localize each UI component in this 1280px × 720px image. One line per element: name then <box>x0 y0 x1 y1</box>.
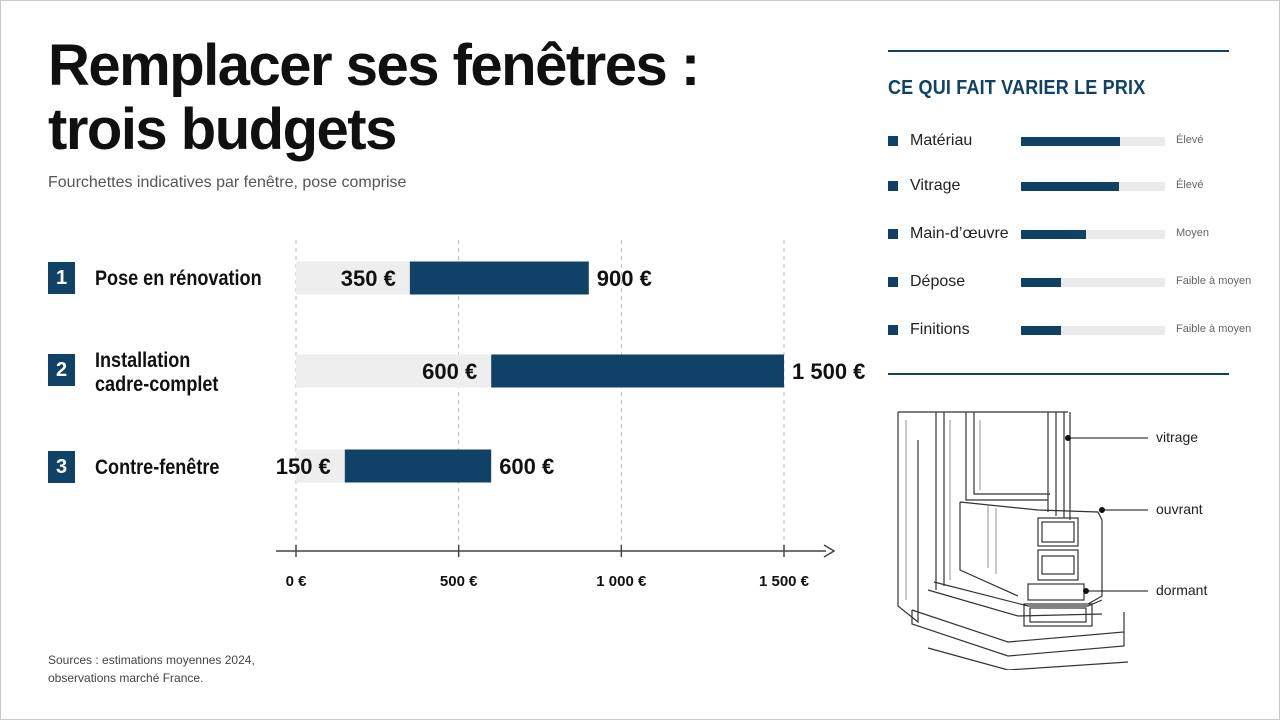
row-label-2: Installation cadre-complet <box>95 349 218 397</box>
factor-level: Faible à moyen <box>1176 323 1252 335</box>
factors-title: CE QUI FAIT VARIER LE PRIX <box>888 77 1146 99</box>
factor-depose: Dépose Faible à moyen <box>888 272 1258 292</box>
title-line-2: trois budgets <box>48 97 397 162</box>
row-label-3-line-1: Contre-fenêtre <box>95 456 220 479</box>
callout-ouvrant: ouvrant <box>1156 501 1203 517</box>
range-track-3 <box>296 449 345 483</box>
factor-bullet <box>888 325 898 335</box>
factor-track <box>1021 230 1165 239</box>
factor-level: Élevé <box>1176 179 1204 191</box>
row-label-1-line-1: Pose en rénovation <box>95 267 262 290</box>
factor-fill <box>1021 182 1119 191</box>
factor-bullet <box>888 229 898 239</box>
sources-line-1: Sources : estimations moyennes 2024, <box>48 653 255 667</box>
range-track-1 <box>296 261 410 295</box>
range-bar-1 <box>409 261 589 295</box>
row-label-2-line-2: cadre-complet <box>95 373 219 396</box>
callout-vitrage: vitrage <box>1156 429 1199 445</box>
row-number-3: 3 <box>48 451 75 483</box>
x-tick-label-3: 1 500 € <box>759 573 810 590</box>
factor-track <box>1021 326 1165 335</box>
page-title: Remplacer ses fenêtres : trois budgets <box>48 34 808 162</box>
callout-dormant: dormant <box>1156 582 1208 598</box>
range-chart: 0 € 500 € 1 000 € 1 500 € 350 € 900 € 600 € 1 5… <box>276 240 865 590</box>
factor-bullet <box>888 181 898 191</box>
factor-level: Faible à moyen <box>1176 275 1252 287</box>
factor-track <box>1021 137 1165 146</box>
range-bar-2 <box>491 354 784 388</box>
factor-bullet <box>888 136 898 146</box>
range-min-label-3: 150 € <box>276 454 331 479</box>
sources-line-2: observations marché France. <box>48 671 204 685</box>
title-line-1: Remplacer ses fenêtres : <box>48 33 700 98</box>
factor-main-oeuvre: Main-d’œuvre Moyen <box>888 224 1258 244</box>
range-track-2 <box>296 354 492 388</box>
factor-name: Finitions <box>910 321 970 338</box>
row-label-1: Pose en rénovation <box>95 267 262 291</box>
factor-level: Moyen <box>1176 227 1210 239</box>
row-label-2-line-1: Installation <box>95 349 191 372</box>
sources-note: Sources : estimations moyennes 2024, obs… <box>48 651 255 687</box>
x-tick-label-0: 0 € <box>286 573 308 590</box>
range-max-label-1: 900 € <box>597 266 652 291</box>
range-min-label-2: 600 € <box>422 359 477 384</box>
x-tick-label-2: 1 000 € <box>596 573 647 590</box>
range-max-label-2: 1 500 € <box>792 359 865 384</box>
row-number-1: 1 <box>48 262 75 294</box>
factors-top-rule <box>888 50 1229 52</box>
range-min-label-1: 350 € <box>341 266 396 291</box>
factor-fill <box>1021 230 1086 239</box>
factors-bottom-rule <box>888 373 1229 375</box>
factor-name: Main-d’œuvre <box>910 225 1009 242</box>
window-profile-illustration <box>897 411 1148 670</box>
row-number-2: 2 <box>48 354 75 386</box>
row-label-3: Contre-fenêtre <box>95 456 219 480</box>
range-bar-3 <box>344 449 492 483</box>
factor-fill <box>1021 278 1062 287</box>
factor-name: Vitrage <box>910 177 961 194</box>
x-axis-arrow <box>823 544 836 558</box>
range-max-label-3: 600 € <box>499 454 554 479</box>
x-tick-label-1: 500 € <box>440 573 478 590</box>
factor-track <box>1021 278 1165 287</box>
factor-fill <box>1021 326 1062 335</box>
factor-level: Élevé <box>1176 134 1204 146</box>
factor-vitrage: Vitrage Élevé <box>888 176 1258 196</box>
page-subtitle: Fourchettes indicatives par fenêtre, pos… <box>48 174 407 191</box>
factor-bullet <box>888 277 898 287</box>
factor-track <box>1021 182 1165 191</box>
factor-finitions: Finitions Faible à moyen <box>888 320 1258 340</box>
factor-name: Matériau <box>910 132 973 149</box>
factor-name: Dépose <box>910 273 966 290</box>
factor-fill <box>1021 137 1121 146</box>
factor-materiau: Matériau Élevé <box>888 131 1258 151</box>
